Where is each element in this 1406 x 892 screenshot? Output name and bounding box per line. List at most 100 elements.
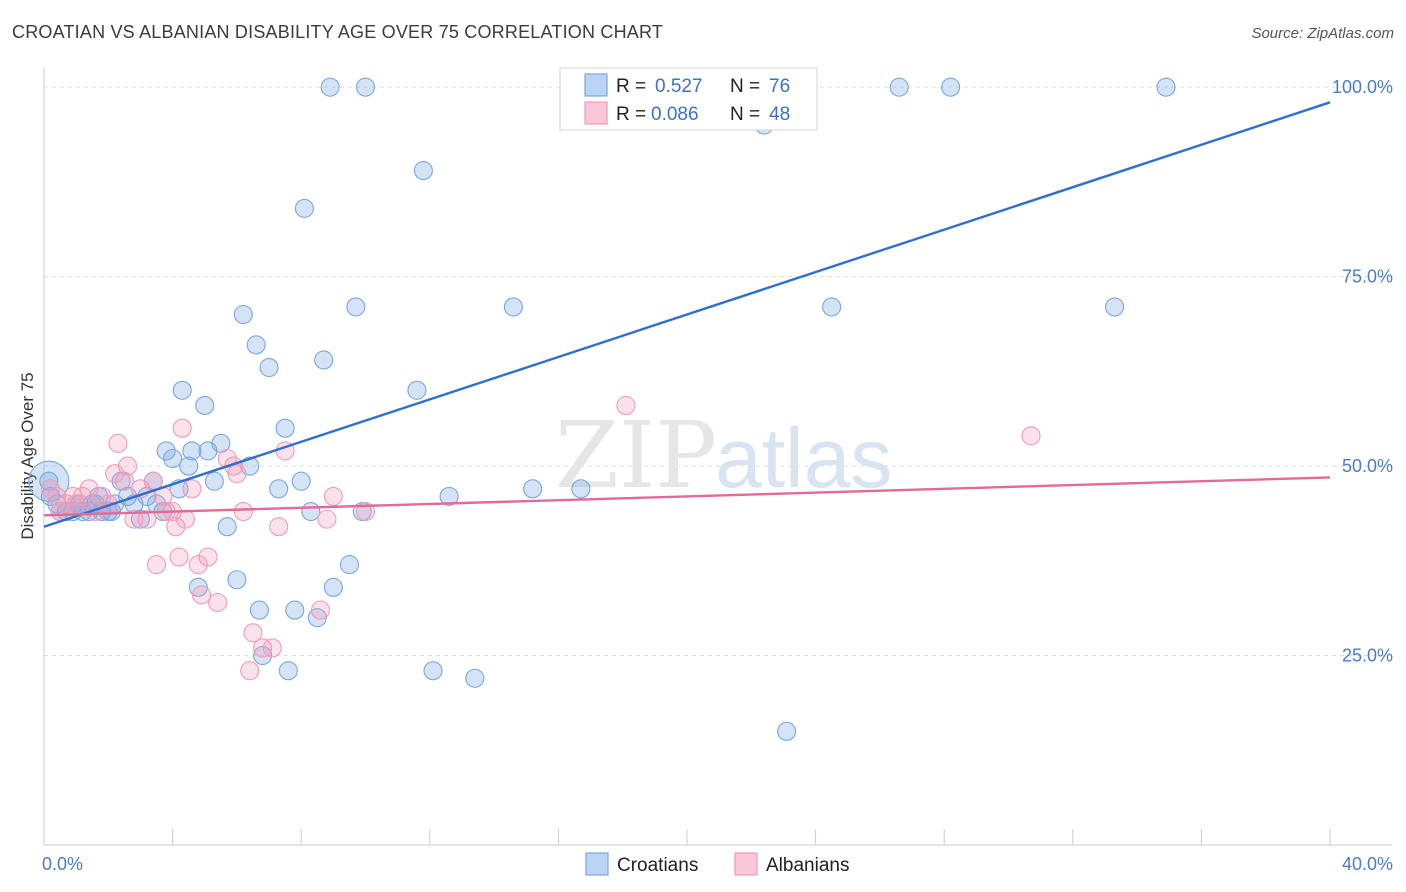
point-albanians: [108, 433, 128, 453]
point-albanians: [40, 479, 60, 499]
y-axis-label: Disability Age Over 75: [18, 372, 37, 539]
point-croatians: [217, 517, 237, 537]
legend-swatch-croatians: [584, 73, 608, 97]
point-croatians: [465, 668, 485, 688]
point-albanians: [66, 494, 86, 514]
y-tick-label: 75.0%: [1342, 267, 1393, 287]
watermark: ZIP atlas: [555, 402, 892, 509]
point-albanians: [172, 418, 192, 438]
point-croatians: [523, 479, 543, 499]
point-croatians: [1156, 77, 1176, 97]
x-tick-label: 0.0%: [42, 854, 83, 874]
bottom-legend-croatians: Croatians: [617, 855, 698, 876]
point-croatians: [39, 471, 59, 491]
point-croatians: [423, 661, 443, 681]
point-albanians: [1021, 426, 1041, 446]
data-points: [28, 77, 1176, 741]
point-croatians: [339, 555, 359, 575]
point-albanians: [616, 395, 636, 416]
y-tick-label: 25.0%: [1342, 646, 1393, 666]
point-albanians: [233, 501, 253, 522]
point-croatians: [233, 304, 253, 325]
point-albanians: [146, 555, 167, 575]
point-albanians: [92, 486, 112, 506]
point-albanians: [188, 555, 208, 575]
point-albanians: [262, 638, 282, 658]
point-albanians: [182, 479, 202, 499]
point-albanians: [317, 509, 337, 529]
x-tick-label: 40.0%: [1342, 854, 1393, 874]
point-albanians: [253, 638, 273, 658]
point-albanians: [217, 448, 237, 469]
point-croatians: [323, 577, 343, 597]
point-croatians: [439, 486, 459, 506]
point-albanians: [118, 456, 138, 476]
point-croatians: [407, 380, 427, 400]
legend-n-label-croatians: N =: [730, 76, 760, 97]
watermark-zip: ZIP: [555, 402, 717, 509]
point-croatians: [1105, 297, 1125, 317]
point-croatians: [163, 448, 183, 469]
legend-r-label-albanians: R =: [616, 104, 646, 125]
point-croatians: [320, 77, 340, 97]
point-croatians: [777, 721, 797, 741]
point-croatians: [285, 600, 305, 620]
legend-swatch-albanians: [584, 101, 608, 125]
point-albanians: [114, 471, 134, 491]
point-croatians: [249, 600, 269, 620]
point-albanians: [269, 517, 289, 537]
point-croatians: [822, 297, 842, 317]
point-albanians: [191, 585, 212, 605]
trend-lines: [43, 101, 1331, 528]
watermark-atlas: atlas: [715, 411, 892, 505]
point-croatians: [275, 418, 295, 438]
point-croatians: [253, 645, 273, 666]
point-croatians: [346, 297, 366, 317]
point-croatians: [204, 471, 224, 491]
point-albanians: [310, 600, 331, 620]
y-tick-label: 50.0%: [1342, 456, 1393, 476]
point-albanians: [323, 486, 343, 506]
point-croatians: [156, 441, 176, 461]
legend-r-value-albanians: 0.086: [651, 104, 699, 125]
point-albanians: [137, 509, 157, 529]
point-albanians: [175, 509, 196, 529]
point-croatians: [130, 509, 150, 529]
tick-labels: 25.0% 50.0% 75.0% 100.0% 0.0% 40.0%: [42, 77, 1393, 874]
point-albanians: [227, 464, 247, 484]
bottom-legend: Croatians Albanians: [585, 852, 849, 876]
point-croatians: [246, 335, 266, 355]
y-tick-label: 100.0%: [1332, 77, 1393, 97]
gridlines: [44, 86, 1392, 657]
point-albanians: [166, 517, 186, 537]
point-croatians: [179, 456, 199, 476]
legend-n-value-croatians: 76: [769, 76, 790, 97]
trend-line-croatians: [43, 101, 1331, 528]
point-croatians: [301, 501, 321, 522]
point-croatians: [291, 471, 311, 491]
point-croatians: [195, 395, 215, 416]
point-croatians: [413, 160, 433, 181]
point-croatians: [294, 198, 314, 218]
legend-r-label-croatians: R =: [616, 76, 646, 97]
point-albanians: [47, 486, 67, 506]
point-croatians: [571, 479, 591, 499]
point-croatians: [172, 380, 192, 400]
point-croatians: [182, 441, 202, 461]
point-croatians: [889, 77, 909, 97]
point-croatians: [314, 350, 334, 370]
point-croatians: [503, 297, 523, 317]
point-albanians: [198, 547, 218, 567]
legend-box: R = 0.527 N = 76 R = 0.086 N = 48: [559, 67, 818, 131]
chart-title: CROATIAN VS ALBANIAN DISABILITY AGE OVER…: [12, 22, 664, 42]
legend-n-value-albanians: 48: [769, 104, 790, 125]
axes: [43, 68, 1392, 846]
point-albanians: [243, 623, 263, 643]
trend-line-albanians: [43, 476, 1331, 517]
point-albanians: [240, 661, 260, 681]
legend-n-label-albanians: N =: [730, 104, 760, 125]
point-croatians: [259, 358, 279, 378]
point-albanians: [208, 592, 228, 613]
bottom-legend-swatch-albanians: [734, 852, 758, 876]
